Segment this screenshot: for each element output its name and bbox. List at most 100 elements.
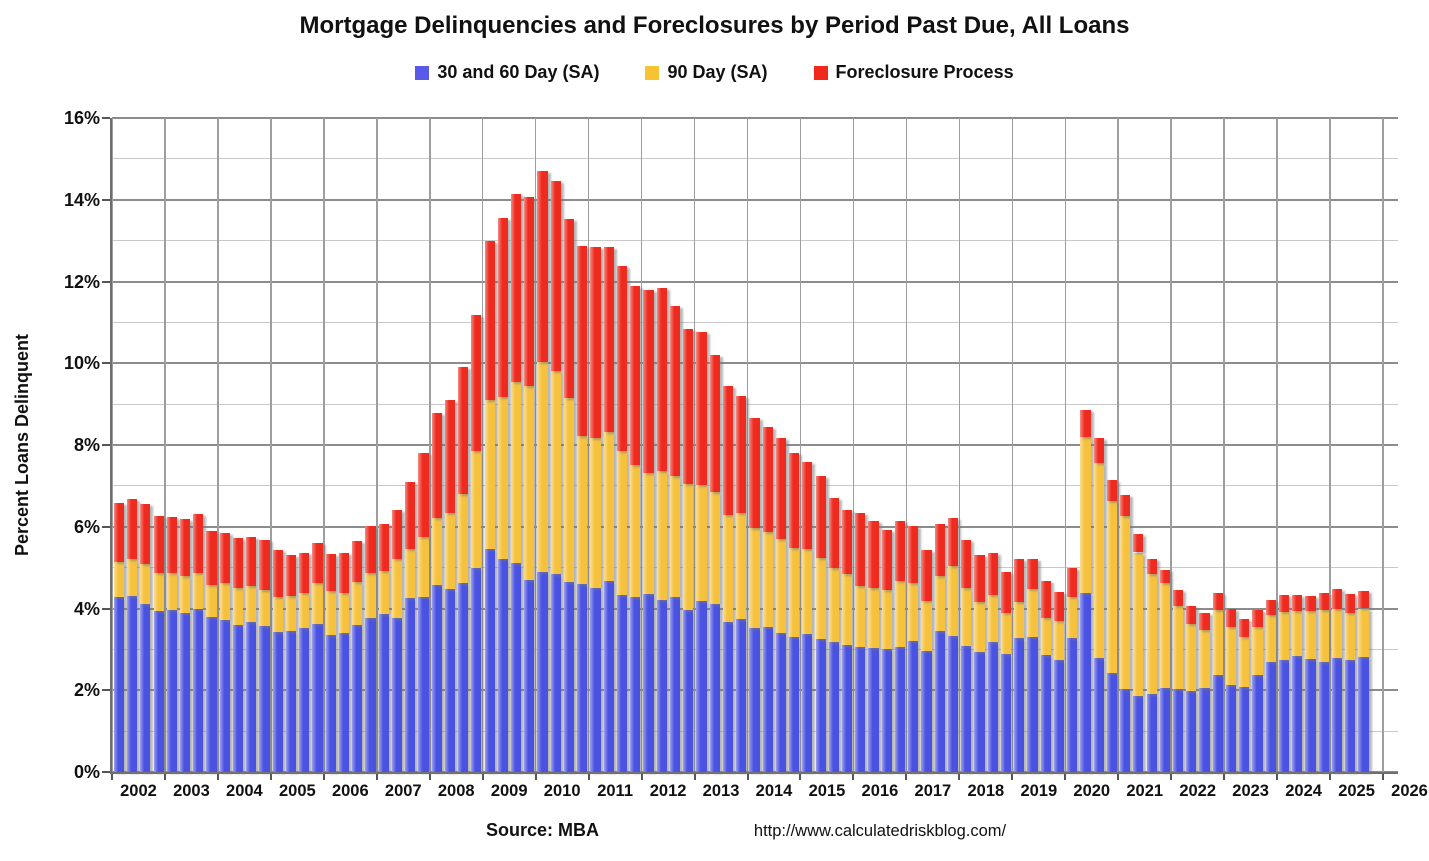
bar-segment-90-day-sa- [1278,612,1290,660]
bar-segment-30-and-60-day-sa- [219,619,230,772]
bar-segment-foreclosure-process [669,305,681,476]
bar-segment-30-and-60-day-sa- [789,637,800,772]
bar-segment-90-day-sa- [471,450,482,569]
x-axis-tick [163,772,166,780]
bar-segment-90-day-sa- [497,396,508,560]
x-axis-label: 2003 [173,782,210,800]
bar-segment-foreclosure-process [1318,593,1329,611]
x-axis-tick [693,772,696,780]
bar-segment-30-and-60-day-sa- [484,549,495,772]
bar-segment-30-and-60-day-sa- [259,626,270,772]
y-axis-label: 14% [63,189,100,210]
bar-segment-90-day-sa- [1186,624,1197,692]
gridline-vertical-year [1117,118,1119,772]
bar-segment-30-and-60-day-sa- [1014,637,1025,772]
bar-segment-30-and-60-day-sa- [166,609,177,772]
bar-segment-30-and-60-day-sa- [140,604,151,772]
bar-segment-90-day-sa- [815,558,826,639]
bar-segment-foreclosure-process [206,531,217,585]
bar-segment-90-day-sa- [683,484,694,610]
bar-segment-90-day-sa- [1000,612,1012,655]
x-axis-label: 2020 [1073,782,1111,800]
bar-segment-90-day-sa- [643,473,654,595]
bar-segment-90-day-sa- [511,381,522,563]
bar-segment-90-day-sa- [206,584,217,618]
x-axis-label: 2013 [702,782,740,800]
bar-segment-foreclosure-process [762,426,773,533]
x-axis-label: 2018 [967,782,1005,800]
bar-segment-90-day-sa- [775,538,786,634]
bar-segment-30-and-60-day-sa- [127,596,138,772]
bar-segment-foreclosure-process [630,285,641,466]
bar-segment-foreclosure-process [1358,590,1369,609]
x-axis-tick [1223,772,1226,780]
bar-segment-30-and-60-day-sa- [511,562,522,772]
gridline-vertical-year [323,118,325,772]
bar-segment-30-and-60-day-sa- [325,635,336,772]
bar-segment-30-and-60-day-sa- [1225,684,1237,772]
x-axis-label: 2005 [279,782,316,800]
bar-segment-30-and-60-day-sa- [312,624,323,772]
legend-item-90-day: 90 Day (SA) [645,62,768,83]
bar-segment-90-day-sa- [1212,610,1223,675]
bar-segment-90-day-sa- [484,400,495,550]
bar-segment-30-and-60-day-sa- [299,628,310,772]
gridline-horizontal-major [112,198,1398,201]
bar-segment-90-day-sa- [1239,637,1250,687]
bar-segment-90-day-sa- [1265,615,1276,663]
gridline-vertical-year [429,118,431,772]
bar-segment-30-and-60-day-sa- [537,571,548,772]
x-axis-tick [1276,772,1279,780]
bar-segment-foreclosure-process [775,438,786,539]
bar-segment-30-and-60-day-sa- [643,594,654,772]
bar-segment-30-and-60-day-sa- [431,585,442,772]
bar-segment-foreclosure-process [934,524,945,576]
bar-segment-30-and-60-day-sa- [1199,688,1210,772]
bar-segment-foreclosure-process [577,245,588,437]
bar-segment-90-day-sa- [378,571,389,614]
bar-segment-30-and-60-day-sa- [947,635,959,772]
bar-segment-foreclosure-process [1225,608,1237,627]
gridline-vertical-year [534,118,537,772]
bar-segment-foreclosure-process [113,503,124,563]
bar-segment-30-and-60-day-sa- [1305,658,1316,772]
bar-segment-90-day-sa- [696,485,707,602]
gridline-vertical-year [1382,118,1384,772]
bar-segment-foreclosure-process [603,247,614,432]
y-axis-label: 2% [73,680,100,701]
gridline-horizontal-major [112,362,1398,365]
x-axis-label: 2014 [755,782,793,800]
bar-segment-foreclosure-process [987,552,998,596]
x-axis-tick [1117,772,1120,780]
bar-segment-90-day-sa- [537,362,548,572]
bar-segment-30-and-60-day-sa- [563,582,575,772]
bar-segment-foreclosure-process [842,510,853,575]
bar-segment-foreclosure-process [140,503,151,564]
bar-segment-30-and-60-day-sa- [1331,657,1343,772]
bar-segment-90-day-sa- [405,549,416,599]
bar-segment-30-and-60-day-sa- [1053,660,1065,772]
bar-segment-30-and-60-day-sa- [1345,660,1356,772]
x-axis-label: 2017 [914,782,952,800]
y-axis-tick [102,280,110,283]
gridline-vertical-year [1170,118,1172,772]
x-axis-tick [905,772,908,780]
bar-segment-foreclosure-process [524,197,535,387]
bar-segment-90-day-sa- [1014,602,1025,638]
bar-segment-foreclosure-process [458,366,469,494]
x-axis-label: 2012 [649,782,687,800]
y-axis-tick [102,525,110,528]
bar-segment-foreclosure-process [484,241,495,401]
gridline-vertical-year [746,118,749,772]
x-axis-tick [375,772,378,780]
bar-segment-foreclosure-process [352,541,363,582]
bar-segment-foreclosure-process [1040,580,1051,619]
bar-segment-foreclosure-process [1146,558,1157,574]
gridline-vertical-year [376,118,378,772]
bar-segment-90-day-sa- [444,513,455,589]
bar-segment-30-and-60-day-sa- [842,644,853,772]
bar-segment-foreclosure-process [802,462,813,550]
bar-segment-foreclosure-process [1080,410,1091,438]
x-axis-label: 2019 [1020,782,1058,800]
